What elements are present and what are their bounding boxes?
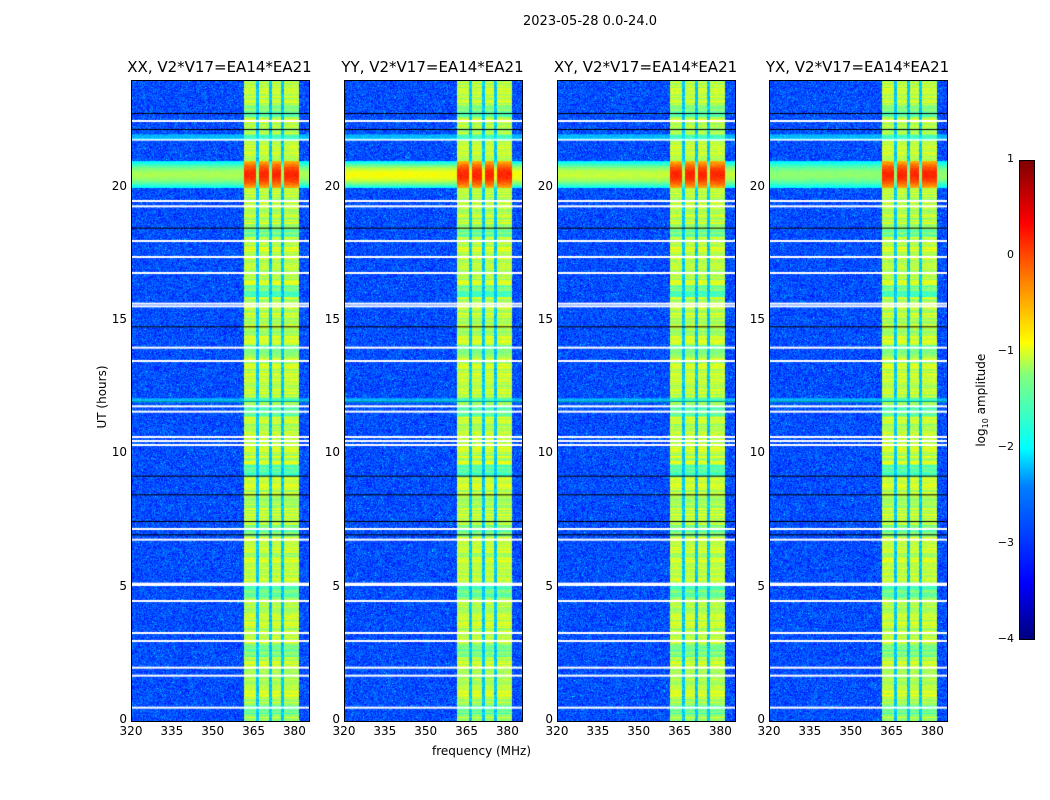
y-tick-label: 0 [545,712,553,726]
y-tick-label: 15 [749,312,765,326]
x-tick-label: 380 [282,724,306,738]
y-tick-label: 0 [119,712,127,726]
y-tick-label: 5 [119,578,127,593]
y-tick-label: 15 [324,312,340,326]
panel-title: YY, V2*V17=EA14*EA21 [341,58,524,76]
colorbar-tick-label: 1 [1007,152,1014,165]
x-tick-label: 350 [201,724,225,738]
heatmap-panel [557,80,736,722]
y-tick-label: 10 [537,445,553,460]
y-tick-label: 0 [332,712,340,726]
x-tick-label: 350 [839,724,863,738]
y-tick-label: 5 [757,578,765,593]
y-tick-label: 10 [324,445,340,460]
colorbar-label: log10 amplitude [973,353,991,447]
colorbar-tick-label: −2 [997,440,1014,453]
x-tick-label: 365 [455,724,478,738]
panel-title: YX, V2*V17=EA14*EA21 [765,58,950,76]
y-tick-label: 15 [111,312,127,326]
x-tick-label: 365 [242,724,265,738]
x-tick-label: 335 [160,724,184,738]
x-tick-label: 320 [119,724,143,738]
y-tick-label: 5 [545,578,553,593]
x-tick-label: 365 [668,724,691,738]
y-tick-label: 20 [537,178,553,193]
x-tick-label: 320 [545,724,569,738]
heatmap-panel [131,80,310,722]
colorbar-tick-label: 0 [1007,248,1014,261]
figure-title: 2023-05-28 0.0-24.0 [523,14,657,29]
y-tick-label: 10 [749,445,765,460]
colorbar-tick-label: −4 [997,632,1014,645]
y-tick-label: 20 [324,178,340,193]
y-tick-label: 10 [111,445,127,460]
x-tick-label: 335 [373,724,397,738]
x-axis-label: frequency (MHz) [432,744,532,758]
x-tick-label: 380 [495,724,519,738]
heatmap-panel [769,80,948,722]
x-tick-label: 320 [757,724,781,738]
x-tick-label: 335 [586,724,610,738]
colorbar-tick-label: −1 [997,344,1014,357]
x-tick-label: 380 [920,724,944,738]
colorbar [1019,160,1035,640]
y-tick-label: 20 [749,178,765,193]
y-tick-label: 20 [111,178,127,193]
y-tick-label: 15 [537,312,553,326]
panel-title: XY, V2*V17=EA14*EA21 [553,58,738,76]
x-tick-label: 380 [708,724,732,738]
heatmap-panel [344,80,523,722]
x-tick-label: 365 [880,724,903,738]
x-tick-label: 350 [414,724,438,738]
x-tick-label: 350 [627,724,651,738]
y-tick-label: 5 [332,578,340,593]
colorbar-tick-label: −3 [997,536,1014,549]
x-tick-label: 335 [798,724,822,738]
y-axis-label: UT (hours) [95,365,109,429]
panel-title: XX, V2*V17=EA14*EA21 [127,58,312,76]
y-tick-label: 0 [757,712,765,726]
x-tick-label: 320 [332,724,356,738]
